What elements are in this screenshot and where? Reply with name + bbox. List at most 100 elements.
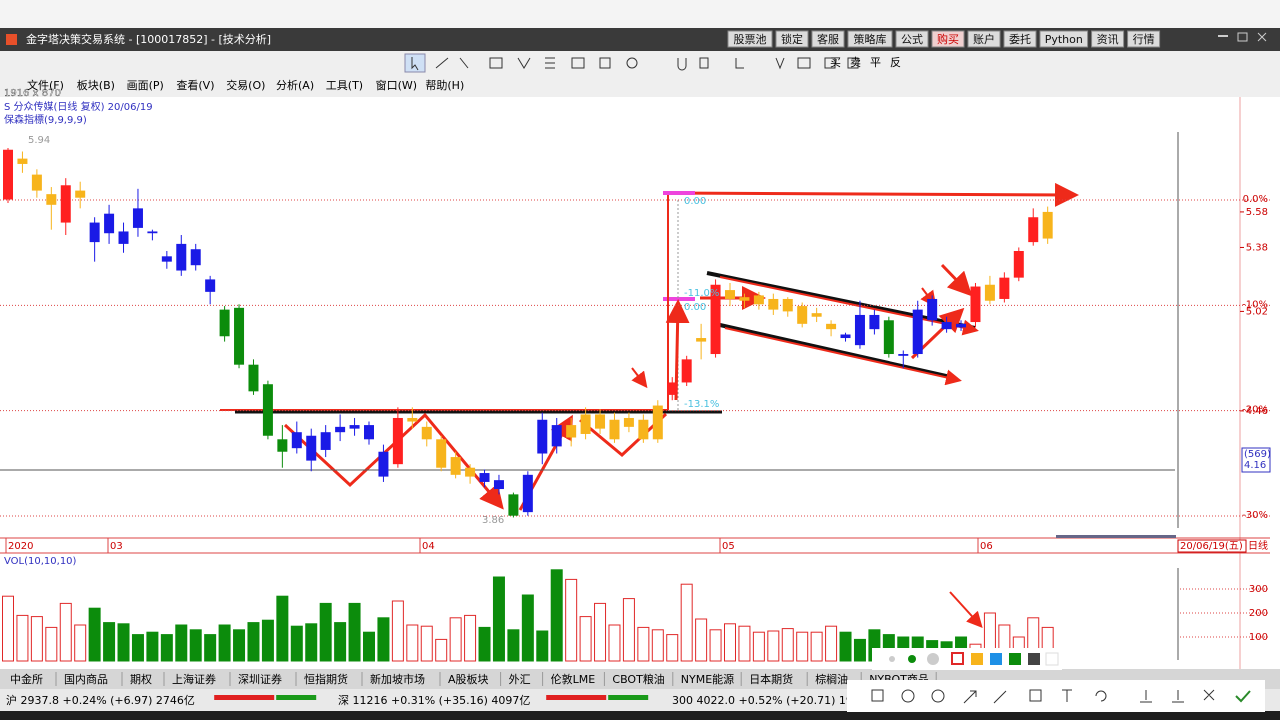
title-button[interactable] (967, 30, 1001, 48)
candle-body (566, 425, 577, 438)
trade-button[interactable]: 卖 (850, 56, 861, 69)
candle-body (234, 307, 245, 365)
title-button[interactable] (811, 30, 845, 48)
candle-body (147, 231, 158, 234)
title-button[interactable] (847, 30, 893, 48)
bottom-tab[interactable]: CBOT粮油 (612, 672, 664, 686)
menu-item[interactable]: 工具(T) (326, 79, 363, 92)
candle-body (349, 425, 360, 429)
volume-bar (724, 623, 736, 662)
y-tick-label: 100 (1249, 632, 1268, 643)
title-button-label[interactable]: 客服 (817, 32, 839, 46)
bottom-tab[interactable]: 棕榈油 (815, 672, 848, 686)
volume-bar (420, 625, 433, 662)
candle-body (710, 284, 721, 355)
x-tick-label: 06 (980, 541, 993, 552)
candle-body (508, 494, 519, 516)
volume-bar (839, 631, 852, 662)
volume-bar (261, 619, 274, 662)
title-button-label[interactable]: 委托 (1009, 32, 1031, 46)
title-button-label[interactable]: 锁定 (781, 32, 803, 46)
date-label: 20/06/19(五) (1180, 541, 1243, 552)
title-button[interactable] (775, 30, 809, 48)
y-tick-label: 200 (1249, 608, 1268, 619)
volume-bar (464, 614, 477, 662)
trade-button[interactable]: 平 (870, 56, 881, 69)
title-button-label[interactable]: 购买 (937, 32, 959, 46)
volume-bar (319, 602, 332, 662)
bottom-tab[interactable]: 外汇 (509, 673, 531, 686)
volume-bar (796, 631, 809, 662)
top-strip (0, 0, 1280, 28)
title-button-label[interactable]: 行情 (1133, 33, 1155, 46)
candle-body (493, 480, 504, 490)
volume-bar (781, 628, 794, 662)
candle-body (638, 419, 649, 440)
candle-body (392, 417, 403, 465)
bottom-tab[interactable]: 期权 (130, 673, 152, 686)
size-overlay: 1916 x 870 (4, 88, 61, 99)
trade-button[interactable]: 反 (890, 56, 901, 69)
volume-bar (738, 625, 751, 662)
volume-bar (565, 578, 578, 662)
menu-item[interactable]: 帮助(H) (425, 78, 464, 92)
volume-bar (406, 624, 419, 662)
title-button[interactable] (727, 30, 773, 48)
title-button[interactable] (1091, 30, 1125, 48)
candle-body (60, 185, 71, 223)
maximize[interactable] (1237, 32, 1248, 42)
title-button[interactable] (1039, 30, 1089, 48)
title-button-label[interactable]: 股票池 (734, 33, 767, 46)
close[interactable] (1257, 32, 1267, 42)
title-button-label[interactable]: Python (1045, 33, 1083, 46)
scrollbar[interactable] (1056, 535, 1176, 538)
menu-item[interactable]: 窗口(W) (376, 78, 417, 92)
title-button-label[interactable]: 策略库 (854, 32, 887, 46)
bottom-tab[interactable]: 恒指期货 (304, 672, 348, 686)
candle-body (739, 297, 750, 301)
title-button[interactable] (1003, 30, 1037, 48)
trade-button[interactable]: 买 (830, 56, 841, 69)
volume-bar (594, 602, 607, 662)
menu-item[interactable]: 查看(V) (176, 78, 214, 92)
volume-bar (478, 626, 491, 662)
volume-bar (651, 629, 664, 662)
period-label: 日线 (1248, 539, 1268, 552)
volume-bar (767, 630, 780, 662)
bottom-tab[interactable]: A股板块 (448, 672, 489, 686)
volume-bar (16, 614, 29, 662)
volume-bar (492, 576, 505, 662)
bottom-tab[interactable]: 新加坡市场 (370, 672, 425, 686)
bottom-tab[interactable]: 上海证券 (172, 672, 216, 686)
menu-item[interactable]: 分析(A) (276, 78, 314, 92)
annotation: 0.00 (684, 302, 706, 313)
candle-body (89, 222, 100, 243)
annotation: 0.00 (684, 196, 706, 207)
menu-item[interactable]: 板块(B) (77, 78, 115, 92)
candle-body (364, 425, 374, 440)
title-button[interactable] (895, 30, 929, 48)
volume-bar (189, 629, 202, 662)
bottom-tab[interactable]: 伦敦LME (551, 672, 596, 686)
title-button[interactable] (931, 30, 965, 48)
bottom-tab[interactable]: 深圳证券 (238, 672, 282, 686)
menu-item[interactable]: 画面(P) (127, 79, 164, 92)
volume-bar (521, 594, 534, 662)
title-button-label[interactable]: 公式 (901, 33, 923, 46)
minimize[interactable] (1218, 35, 1228, 37)
title-button[interactable] (1127, 30, 1161, 48)
status-text: 300 4022.0 +0.52% (+20.71) 193 (672, 694, 860, 707)
candle-body (667, 382, 678, 395)
bottom-tab[interactable]: 中金所 (10, 672, 43, 686)
bottom-tab[interactable]: 日本期货 (749, 672, 793, 686)
bottom-tab[interactable]: NYME能源 (681, 672, 734, 686)
volume-bar (825, 625, 838, 662)
menu-item[interactable]: 交易(O) (226, 78, 265, 92)
menu-item[interactable]: 文件(F) (27, 78, 64, 92)
title-button-label[interactable]: 账户 (973, 32, 995, 46)
status-bar-red (546, 695, 607, 700)
volume-bar (334, 622, 347, 662)
title-button-label[interactable]: 资讯 (1097, 33, 1119, 46)
bottom-tab[interactable]: 国内商品 (64, 672, 108, 686)
